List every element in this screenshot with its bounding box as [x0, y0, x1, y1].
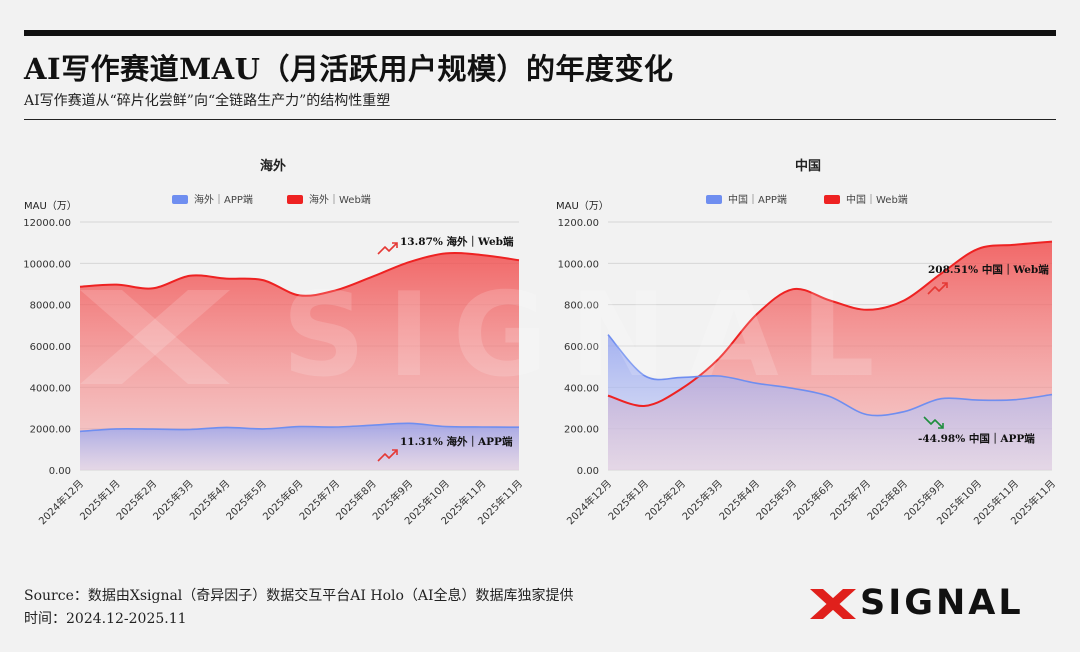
series-area-web: [80, 252, 519, 470]
y-tick-label: 1200.00: [558, 218, 599, 229]
series-line-web: [607, 240, 1053, 407]
trend-down-icon: [923, 416, 944, 429]
chart-title: 海外: [260, 158, 286, 174]
x-tick-label: 2024年12月: [564, 477, 614, 527]
legend-swatch-web: [824, 195, 840, 204]
legend-swatch-app: [706, 195, 722, 204]
series-area-app: [608, 334, 1052, 470]
header-divider: [24, 119, 1056, 120]
trend-up-icon: [377, 449, 398, 462]
growth-annotation: 11.31% 海外｜APP端: [400, 435, 513, 448]
series-area-app: [80, 423, 519, 470]
legend-label-app: 中国｜APP端: [728, 193, 787, 206]
series-line-app: [79, 422, 520, 433]
y-tick-label: 0.00: [49, 466, 71, 477]
growth-annotation: 208.51% 中国｜Web端: [928, 263, 1049, 276]
series-line-web: [79, 251, 520, 297]
y-tick-label: 12000.00: [23, 218, 71, 229]
header-rule: [24, 30, 1056, 36]
trend-up-icon: [377, 242, 398, 255]
source-note: Source：数据由Xsignal（奇异因子）数据交互平台AI Holo（AI全…: [24, 588, 574, 604]
time-range: 时间：2024.12-2025.11: [24, 611, 187, 627]
y-tick-label: 4000.00: [30, 383, 71, 394]
y-tick-label: 200.00: [564, 425, 599, 436]
x-tick-label: 2024年12月: [36, 477, 86, 527]
growth-annotation: 13.87% 海外｜Web端: [400, 235, 514, 248]
trend-up-icon: [927, 282, 948, 295]
page-title: AI写作赛道MAU（月活跃用户规模）的年度变化: [24, 52, 674, 86]
y-axis-label: MAU（万）: [556, 200, 609, 212]
y-tick-label: 1000.00: [558, 259, 599, 270]
y-tick-label: 0.00: [577, 466, 599, 477]
page-subtitle: AI写作赛道从“碎片化尝鲜”向“全链路生产力”的结构性重塑: [24, 93, 391, 109]
growth-annotation: -44.98% 中国｜APP端: [918, 432, 1035, 445]
y-tick-label: 800.00: [564, 301, 599, 312]
y-axis-label: MAU（万）: [24, 200, 77, 212]
y-tick-label: 6000.00: [30, 342, 71, 353]
legend-label-web: 海外｜Web端: [309, 193, 371, 206]
legend-swatch-app: [172, 195, 188, 204]
y-tick-label: 2000.00: [30, 425, 71, 436]
legend-label-web: 中国｜Web端: [846, 193, 908, 206]
y-tick-label: 8000.00: [30, 301, 71, 312]
logo-wordmark: SIGNAL: [860, 583, 1024, 623]
series-line-app: [607, 334, 1053, 417]
y-tick-label: 400.00: [564, 383, 599, 394]
legend-swatch-web: [287, 195, 303, 204]
y-tick-label: 600.00: [564, 342, 599, 353]
logo-x-icon: [810, 589, 856, 619]
y-tick-label: 10000.00: [23, 259, 71, 270]
xsignal-logo: SIGNAL: [808, 583, 1052, 626]
chart-title: 中国: [795, 158, 821, 174]
legend-label-app: 海外｜APP端: [194, 193, 253, 206]
